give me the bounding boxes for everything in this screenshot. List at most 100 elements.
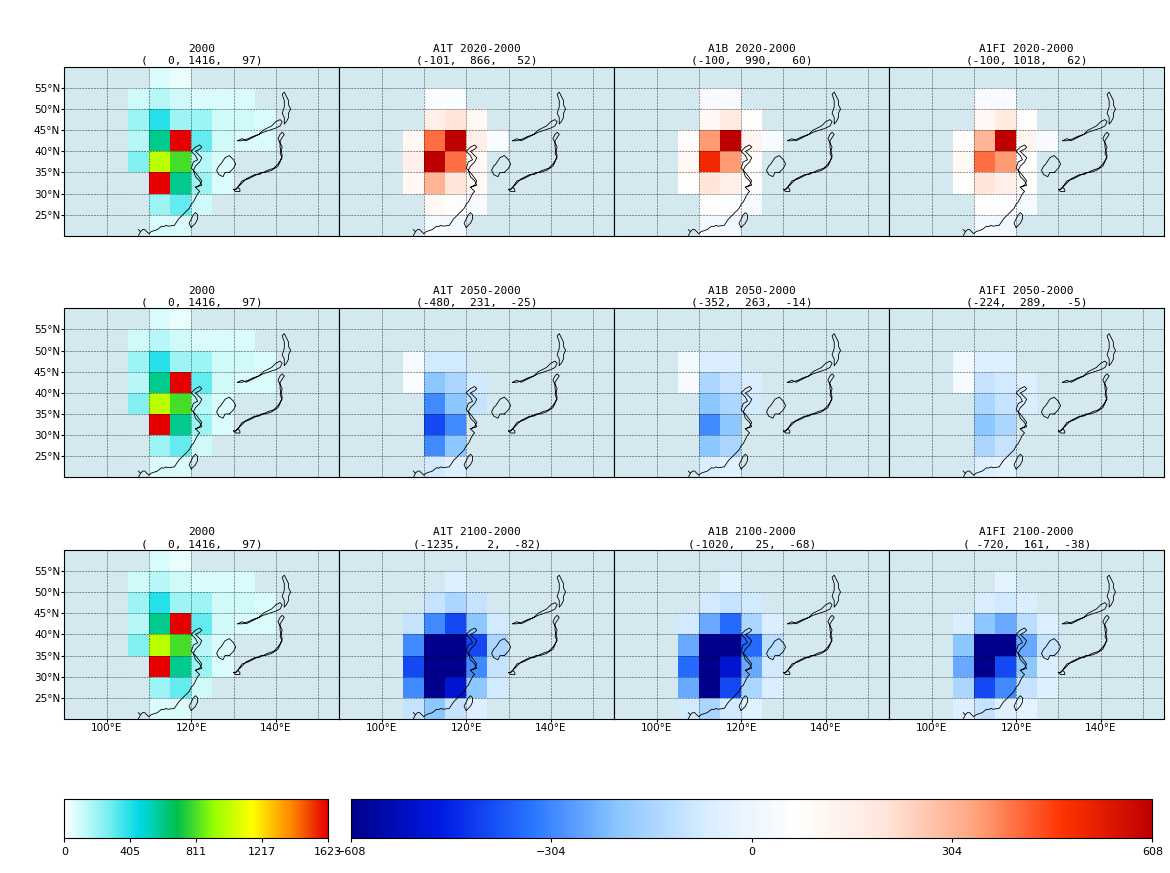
Title: 2000
(   0, 1416,   97): 2000 ( 0, 1416, 97) (142, 45, 262, 66)
Bar (170, 592, 191, 613)
Bar (424, 677, 445, 698)
Bar (255, 613, 276, 635)
Bar (994, 130, 1016, 151)
Bar (424, 457, 445, 478)
Bar (952, 130, 973, 151)
Bar (149, 613, 170, 635)
Bar (488, 656, 509, 677)
Title: A1T 2050-2000
(-480,  231,  -25): A1T 2050-2000 (-480, 231, -25) (417, 285, 537, 307)
Bar (149, 571, 170, 592)
Bar (741, 613, 763, 635)
Bar (720, 393, 741, 414)
Bar (1016, 393, 1038, 414)
Bar (763, 677, 784, 698)
Bar (994, 414, 1016, 435)
Bar (466, 656, 488, 677)
Bar (677, 173, 698, 194)
Bar (466, 194, 488, 215)
Bar (994, 635, 1016, 656)
Bar (128, 635, 149, 656)
Bar (445, 351, 466, 372)
Bar (741, 372, 763, 393)
Bar (445, 109, 466, 130)
Bar (720, 372, 741, 393)
Bar (952, 351, 973, 372)
Bar (698, 393, 720, 414)
Bar (466, 635, 488, 656)
Bar (128, 88, 149, 109)
Bar (149, 151, 170, 173)
Bar (170, 457, 191, 478)
Bar (720, 109, 741, 130)
Bar (170, 435, 191, 457)
Bar (994, 109, 1016, 130)
Bar (149, 329, 170, 351)
Bar (1016, 109, 1038, 130)
Bar (973, 88, 994, 109)
Bar (445, 435, 466, 457)
Bar (1038, 677, 1059, 698)
Bar (994, 698, 1016, 719)
Bar (445, 698, 466, 719)
Bar (191, 173, 213, 194)
Bar (149, 308, 170, 329)
Title: A1B 2100-2000
(-1020,   25,  -68): A1B 2100-2000 (-1020, 25, -68) (688, 527, 815, 549)
Bar (149, 393, 170, 414)
Bar (191, 435, 213, 457)
Bar (1016, 372, 1038, 393)
Bar (170, 109, 191, 130)
Bar (191, 151, 213, 173)
Bar (994, 571, 1016, 592)
Bar (1016, 677, 1038, 698)
Bar (128, 109, 149, 130)
Bar (741, 592, 763, 613)
Bar (213, 571, 234, 592)
Bar (213, 151, 234, 173)
Bar (213, 351, 234, 372)
Bar (994, 613, 1016, 635)
Bar (424, 372, 445, 393)
Bar (402, 635, 424, 656)
Bar (720, 88, 741, 109)
Bar (191, 372, 213, 393)
Bar (1016, 130, 1038, 151)
Bar (466, 592, 488, 613)
Bar (445, 613, 466, 635)
Bar (149, 550, 170, 571)
Bar (698, 592, 720, 613)
Bar (1016, 656, 1038, 677)
Bar (213, 130, 234, 151)
Bar (698, 656, 720, 677)
Bar (424, 194, 445, 215)
Bar (994, 88, 1016, 109)
Bar (424, 613, 445, 635)
Bar (234, 613, 255, 635)
Bar (234, 571, 255, 592)
Bar (973, 372, 994, 393)
Bar (402, 130, 424, 151)
Bar (466, 698, 488, 719)
Bar (973, 656, 994, 677)
Bar (128, 592, 149, 613)
Bar (128, 393, 149, 414)
Bar (213, 635, 234, 656)
Bar (234, 351, 255, 372)
Bar (170, 550, 191, 571)
Bar (973, 457, 994, 478)
Bar (191, 351, 213, 372)
Bar (149, 457, 170, 478)
Bar (1016, 151, 1038, 173)
Bar (424, 393, 445, 414)
Bar (149, 435, 170, 457)
Bar (170, 329, 191, 351)
Bar (994, 457, 1016, 478)
Bar (720, 435, 741, 457)
Bar (1038, 130, 1059, 151)
Bar (170, 173, 191, 194)
Bar (149, 173, 170, 194)
Bar (698, 88, 720, 109)
Bar (170, 656, 191, 677)
Bar (234, 88, 255, 109)
Bar (698, 194, 720, 215)
Title: A1B 2020-2000
(-100,  990,   60): A1B 2020-2000 (-100, 990, 60) (691, 45, 812, 66)
